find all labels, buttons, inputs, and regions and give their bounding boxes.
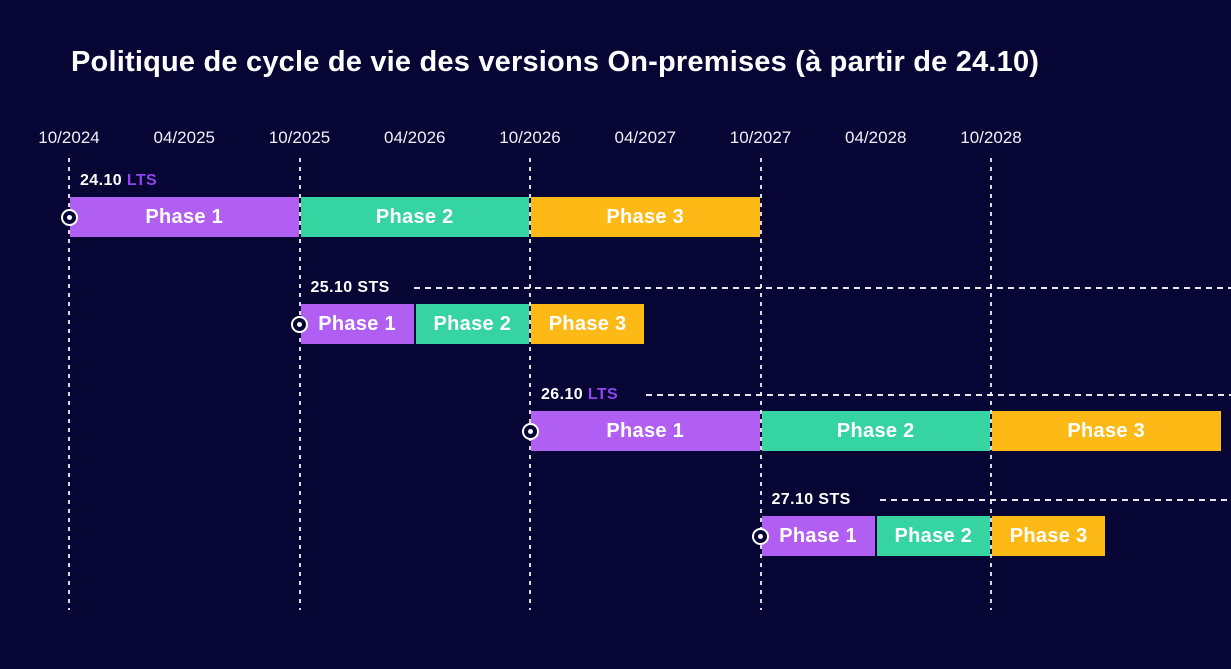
phase-label: Phase 2 (836, 419, 915, 442)
phase-label: Phase 1 (606, 419, 685, 442)
version-number: 27.10 (771, 491, 819, 508)
phase-label: Phase 2 (894, 524, 973, 547)
phase-label: Phase 1 (779, 524, 857, 547)
version-label: 27.10 STS (772, 491, 851, 509)
version-number: 25.10 (310, 279, 358, 296)
phase-bar-segment: Phase 1 (70, 197, 299, 237)
release-start-marker-icon (521, 422, 539, 440)
vertical-gridline (759, 158, 762, 610)
phase-label: Phase 2 (375, 205, 454, 228)
axis-tick-label: 10/2027 (729, 128, 792, 147)
phase-bar-segment: Phase 3 (531, 197, 760, 237)
phase-bar-segment: Phase 3 (992, 516, 1106, 556)
support-dashed-line (646, 394, 1231, 396)
chart-title: Politique de cycle de vie des versions O… (71, 46, 1040, 78)
vertical-gridline (68, 158, 70, 610)
axis-tick-label: 10/2026 (499, 128, 561, 147)
phase-label: Phase 1 (145, 205, 224, 228)
support-dashed-line (880, 499, 1231, 501)
marker-dot (297, 321, 302, 327)
version-number: 24.10 (80, 172, 127, 189)
marker-dot (527, 428, 533, 434)
axis-tick-label: 04/2028 (845, 128, 907, 147)
release-type-badge: LTS (587, 386, 619, 403)
phase-label: Phase 3 (548, 312, 627, 335)
axis-tick-label: 04/2026 (384, 128, 446, 147)
phase-bar-segment: Phase 2 (876, 516, 990, 556)
phase-bar-segment: Phase 2 (300, 197, 529, 237)
phase-label: Phase 1 (318, 312, 396, 335)
release-start-marker-icon (60, 208, 78, 226)
vertical-gridline (298, 158, 301, 610)
phase-bar-segment: Phase 2 (415, 304, 529, 344)
release-type-badge: LTS (126, 172, 158, 189)
release-start-marker-icon (291, 315, 308, 333)
axis-tick-label: 04/2025 (153, 128, 215, 147)
marker-dot (66, 214, 72, 220)
phase-label: Phase 3 (1067, 419, 1146, 442)
phase-label: Phase 3 (606, 205, 685, 228)
phase-label: Phase 3 (1009, 524, 1088, 547)
phase-bar-segment: Phase 3 (531, 304, 645, 344)
axis-tick-label: 10/2024 (38, 128, 100, 147)
vertical-gridline (990, 158, 992, 610)
axis-tick-label: 10/2025 (268, 128, 331, 147)
version-label: 24.10 LTS (80, 172, 157, 190)
release-start-marker-icon (752, 527, 769, 545)
support-dashed-line (414, 287, 1231, 289)
phase-bar-segment: Phase 1 (300, 304, 414, 344)
axis-tick-label: 10/2028 (960, 128, 1022, 147)
phase-bar-segment: Phase 1 (531, 411, 760, 451)
version-label: 26.10 LTS (541, 386, 618, 404)
marker-dot (758, 533, 763, 539)
phase-bar-segment: Phase 3 (992, 411, 1221, 451)
version-label: 25.10 STS (311, 279, 390, 297)
phase-label: Phase 2 (433, 312, 512, 335)
axis-tick-label: 04/2027 (614, 128, 676, 147)
phase-bar-segment: Phase 2 (761, 411, 990, 451)
phase-bar-segment: Phase 1 (761, 516, 875, 556)
version-number: 26.10 (541, 386, 588, 403)
vertical-gridline (529, 158, 531, 610)
release-type-badge: STS (818, 491, 851, 508)
release-type-badge: STS (357, 279, 390, 296)
